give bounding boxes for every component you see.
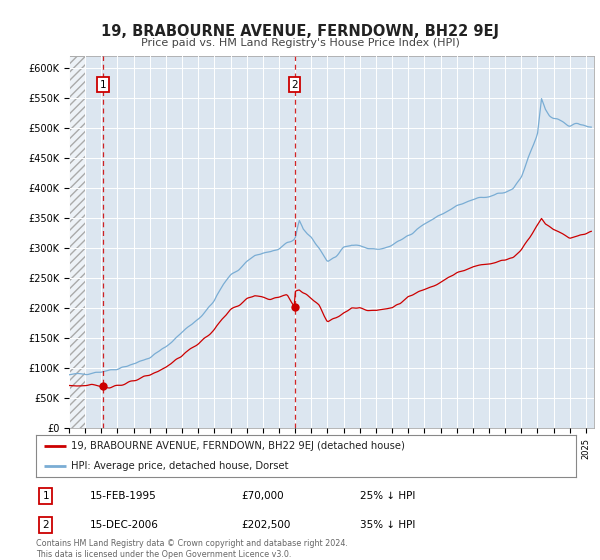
Text: £70,000: £70,000 [241,491,284,501]
Text: 35% ↓ HPI: 35% ↓ HPI [360,520,415,530]
Text: 2: 2 [43,520,49,530]
Text: Contains HM Land Registry data © Crown copyright and database right 2024.
This d: Contains HM Land Registry data © Crown c… [36,539,348,559]
Text: HPI: Average price, detached house, Dorset: HPI: Average price, detached house, Dors… [71,461,289,471]
Text: 15-FEB-1995: 15-FEB-1995 [90,491,157,501]
Text: 1: 1 [100,80,107,90]
Text: 15-DEC-2006: 15-DEC-2006 [90,520,159,530]
Text: 19, BRABOURNE AVENUE, FERNDOWN, BH22 9EJ: 19, BRABOURNE AVENUE, FERNDOWN, BH22 9EJ [101,24,499,39]
Text: 25% ↓ HPI: 25% ↓ HPI [360,491,415,501]
Text: £202,500: £202,500 [241,520,290,530]
Text: 19, BRABOURNE AVENUE, FERNDOWN, BH22 9EJ (detached house): 19, BRABOURNE AVENUE, FERNDOWN, BH22 9EJ… [71,441,405,451]
Text: 2: 2 [291,80,298,90]
Text: Price paid vs. HM Land Registry's House Price Index (HPI): Price paid vs. HM Land Registry's House … [140,38,460,48]
Text: 1: 1 [43,491,49,501]
